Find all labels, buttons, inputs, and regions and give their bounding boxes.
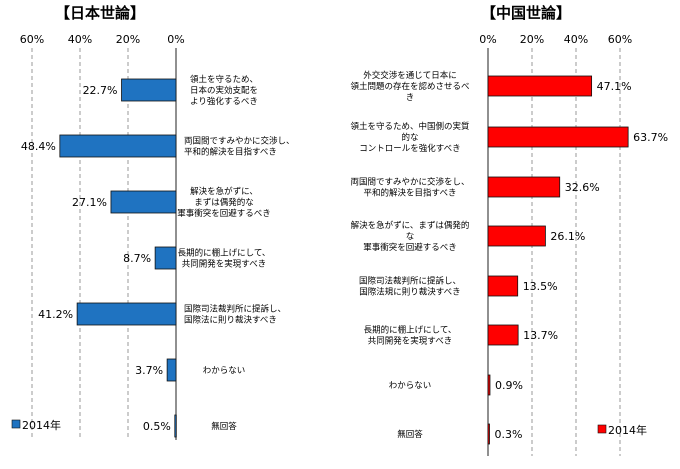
cn-data-label: 0.3% xyxy=(495,428,523,441)
cn-category-label: 共同開発を実現すべき xyxy=(368,336,452,347)
jp-category-label: 無回答 xyxy=(211,421,237,432)
cn-bar xyxy=(487,75,593,97)
jp-category-label: 国際法に則り裁決すべき xyxy=(184,315,277,326)
cn-data-label: 63.7% xyxy=(633,131,668,144)
cn-data-label: 13.5% xyxy=(523,280,558,293)
jp-bar xyxy=(174,414,177,438)
jp-data-label: 41.2% xyxy=(38,308,73,321)
jp-bar xyxy=(166,358,177,382)
cn-category-label: 国際司法裁判所に提訴し、 xyxy=(359,276,461,287)
jp-x-tick-label: 20% xyxy=(116,33,140,46)
jp-category-label: 共同開発を実現すべき xyxy=(182,259,266,270)
cn-data-label: 13.7% xyxy=(523,329,558,342)
cn-category-label: 的な xyxy=(401,132,418,143)
jp-category-label: わからない xyxy=(203,366,246,376)
cn-x-tick-label: 20% xyxy=(520,33,544,46)
cn-data-label: 26.1% xyxy=(550,230,585,243)
cn-bar xyxy=(487,176,561,198)
cn-legend-swatch xyxy=(597,424,607,434)
cn-bar xyxy=(487,423,490,445)
cn-category-label: 解決を急がずに、まずは偶発的 xyxy=(351,220,470,231)
jp-legend-swatch xyxy=(11,419,21,429)
jp-category-label: 日本の実効支配を xyxy=(190,85,258,96)
jp-x-tick-label: 40% xyxy=(68,33,92,46)
cn-category-label: 無回答 xyxy=(397,429,423,440)
jp-bar xyxy=(76,302,177,326)
cn-category-label: 長期的に棚上げにして、 xyxy=(364,325,457,336)
jp-bar xyxy=(110,190,177,214)
jp-data-label: 0.5% xyxy=(143,420,171,433)
cn-data-label: 0.9% xyxy=(495,379,523,392)
jp-bar xyxy=(59,134,177,158)
cn-category-label: 軍事衝突を回避するべき xyxy=(363,242,457,253)
cn-x-tick-label: 60% xyxy=(608,33,632,46)
cn-category-label: コントロールを強化すべき xyxy=(359,143,460,154)
china-opinion-chart: 【中国世論】 0% 20% 40% 60% 47.1% 外交交渉を通じて日本に領土問題の存在… xyxy=(350,4,668,456)
jp-category-label: 軍事衝突を回避するべき xyxy=(177,208,271,219)
cn-category-label: き xyxy=(406,93,415,103)
cn-chart-title: 【中国世論】 xyxy=(481,4,571,22)
jp-data-label: 8.7% xyxy=(123,252,151,265)
cn-legend-label: 2014年 xyxy=(608,423,647,437)
jp-bar xyxy=(154,246,177,270)
cn-bar xyxy=(487,324,519,346)
cn-category-label: わからない xyxy=(389,381,432,391)
jp-data-label: 27.1% xyxy=(72,196,107,209)
jp-data-label: 22.7% xyxy=(83,84,118,97)
cn-data-label: 32.6% xyxy=(565,181,600,194)
cn-bar xyxy=(487,275,519,297)
jp-category-label: 解決を急がずに、 xyxy=(190,186,258,197)
cn-category-label: 国際法規に則り裁決すべき xyxy=(359,287,460,298)
jp-category-label: 平和的解決を目指すべき xyxy=(184,147,277,158)
cn-category-label: 外交交渉を通じて日本に xyxy=(363,70,457,81)
jp-x-tick-label: 60% xyxy=(20,33,44,46)
jp-chart-title: 【日本世論】 xyxy=(55,4,145,22)
cn-category-label: 領土問題の存在を認めさせるべ xyxy=(350,81,469,92)
jp-category-label: 領土を守るため、 xyxy=(190,74,258,85)
cn-category-label: 両国間ですみやかに交渉をし、 xyxy=(350,177,469,188)
jp-bar xyxy=(121,78,177,102)
jp-category-label: まずは偶発的な xyxy=(194,197,254,208)
jp-legend-label: 2014年 xyxy=(22,418,61,432)
cn-data-label: 47.1% xyxy=(597,80,632,93)
japan-opinion-chart: 【日本世論】 60% 40% 20% 0% 22.7% 領土を守るため、日本の実効支配をより… xyxy=(11,4,295,440)
cn-bar xyxy=(487,225,546,247)
jp-category-label: 長期的に棚上げにして、 xyxy=(178,248,271,259)
jp-category-label: 国際司法裁判所に提訴し、 xyxy=(184,304,286,315)
jp-x-tick-label: 0% xyxy=(167,33,184,46)
jp-category-label: 両国間ですみやかに交渉し、 xyxy=(184,136,295,147)
cn-bar xyxy=(487,374,491,396)
cn-bar xyxy=(487,126,629,148)
cn-x-tick-label: 0% xyxy=(479,33,496,46)
jp-data-label: 48.4% xyxy=(21,140,56,153)
cn-category-label: 領土を守るため、中国側の実質 xyxy=(350,121,470,132)
cn-category-label: な xyxy=(406,232,415,242)
cn-x-tick-label: 40% xyxy=(564,33,588,46)
cn-category-label: 平和的解決を目指すべき xyxy=(364,188,457,199)
jp-data-label: 3.7% xyxy=(135,364,163,377)
jp-category-label: より強化するべき xyxy=(190,96,258,107)
